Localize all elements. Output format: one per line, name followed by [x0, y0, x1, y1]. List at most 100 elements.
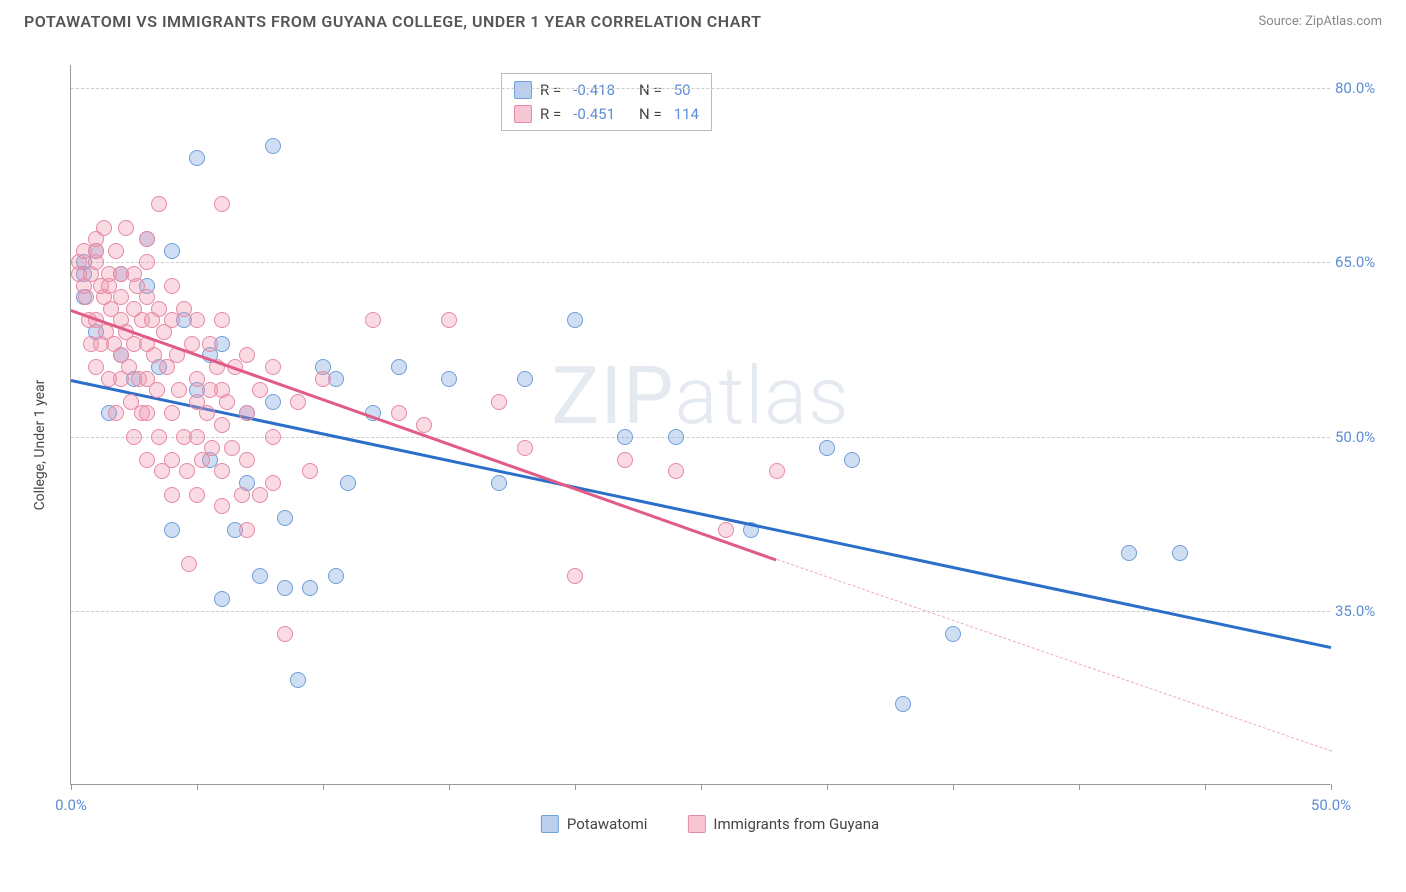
data-point	[214, 312, 230, 328]
data-point	[164, 243, 180, 259]
data-point	[171, 382, 187, 398]
data-point	[328, 568, 344, 584]
data-point	[202, 336, 218, 352]
x-tick-mark	[953, 784, 954, 790]
data-point	[769, 463, 785, 479]
gridline-h	[71, 88, 1330, 89]
x-tick-mark	[71, 784, 72, 790]
data-point	[844, 452, 860, 468]
x-tick-mark	[197, 784, 198, 790]
x-tick-mark	[827, 784, 828, 790]
data-point	[214, 417, 230, 433]
legend-r-value: -0.418	[573, 78, 615, 102]
source-link[interactable]: ZipAtlas.com	[1305, 14, 1382, 29]
source-prefix: Source:	[1258, 14, 1305, 29]
series-legend-item: Immigrants from Guyana	[687, 815, 879, 833]
data-point	[151, 196, 167, 212]
data-point	[151, 429, 167, 445]
data-point	[189, 487, 205, 503]
data-point	[179, 463, 195, 479]
data-point	[895, 696, 911, 712]
data-point	[108, 405, 124, 421]
data-point	[164, 487, 180, 503]
data-point	[517, 440, 533, 456]
data-point	[945, 626, 961, 642]
chart-title: POTAWATOMI VS IMMIGRANTS FROM GUYANA COL…	[24, 12, 761, 31]
data-point	[88, 243, 104, 259]
x-tick-mark	[575, 784, 576, 790]
data-point	[277, 580, 293, 596]
data-point	[164, 312, 180, 328]
data-point	[252, 487, 268, 503]
data-point	[277, 510, 293, 526]
y-tick-label: 50.0%	[1335, 428, 1390, 446]
data-point	[441, 371, 457, 387]
data-point	[567, 312, 583, 328]
data-point	[441, 312, 457, 328]
series-name: Potawatomi	[567, 815, 648, 833]
data-point	[164, 278, 180, 294]
legend-n-value: 114	[674, 102, 699, 126]
gridline-h	[71, 262, 1330, 263]
data-point	[265, 429, 281, 445]
correlation-legend: R = -0.418 N = 50R = -0.451 N = 114	[501, 73, 712, 131]
data-point	[199, 405, 215, 421]
legend-n-label: N =	[639, 78, 662, 102]
data-point	[668, 463, 684, 479]
data-point	[302, 580, 318, 596]
data-point	[224, 440, 240, 456]
y-tick-label: 80.0%	[1335, 79, 1390, 97]
data-point	[290, 394, 306, 410]
x-label-max: 50.0%	[1311, 796, 1351, 814]
legend-n-value: 50	[674, 78, 691, 102]
x-tick-mark	[449, 784, 450, 790]
x-tick-mark	[1205, 784, 1206, 790]
data-point	[617, 429, 633, 445]
y-tick-label: 35.0%	[1335, 602, 1390, 620]
data-point	[204, 440, 220, 456]
data-point	[239, 522, 255, 538]
legend-swatch	[514, 105, 532, 123]
legend-n-label: N =	[639, 102, 662, 126]
watermark-bold: ZIP	[551, 349, 674, 443]
source-label: Source: ZipAtlas.com	[1258, 14, 1382, 29]
data-point	[567, 568, 583, 584]
legend-swatch	[514, 81, 532, 99]
data-point	[668, 429, 684, 445]
data-point	[365, 312, 381, 328]
legend-r-label: R =	[540, 78, 561, 102]
data-point	[239, 452, 255, 468]
data-point	[164, 452, 180, 468]
data-point	[718, 522, 734, 538]
data-point	[139, 452, 155, 468]
data-point	[139, 405, 155, 421]
data-point	[265, 359, 281, 375]
x-label-min: 0.0%	[55, 796, 87, 814]
data-point	[617, 452, 633, 468]
data-point	[265, 394, 281, 410]
series-name: Immigrants from Guyana	[713, 815, 879, 833]
data-point	[214, 196, 230, 212]
data-point	[819, 440, 835, 456]
data-point	[189, 150, 205, 166]
legend-row: R = -0.418 N = 50	[514, 78, 699, 102]
y-tick-label: 65.0%	[1335, 253, 1390, 271]
data-point	[189, 429, 205, 445]
series-legend: Potawatomi Immigrants from Guyana	[541, 815, 879, 833]
data-point	[302, 463, 318, 479]
data-point	[139, 231, 155, 247]
plot-area: ZIPatlas R =-0.418N =50R =-0.451N =114 3…	[70, 65, 1330, 785]
x-tick-mark	[323, 784, 324, 790]
data-point	[214, 463, 230, 479]
data-point	[164, 405, 180, 421]
data-point	[391, 359, 407, 375]
watermark: ZIPatlas	[551, 349, 849, 443]
legend-r-value: -0.451	[573, 102, 615, 126]
data-point	[118, 220, 134, 236]
trend-line	[71, 379, 1332, 649]
data-point	[491, 475, 507, 491]
data-point	[108, 243, 124, 259]
watermark-thin: atlas	[675, 349, 850, 443]
data-point	[265, 475, 281, 491]
chart-container: College, Under 1 year ZIPatlas R =-0.418…	[50, 55, 1370, 835]
